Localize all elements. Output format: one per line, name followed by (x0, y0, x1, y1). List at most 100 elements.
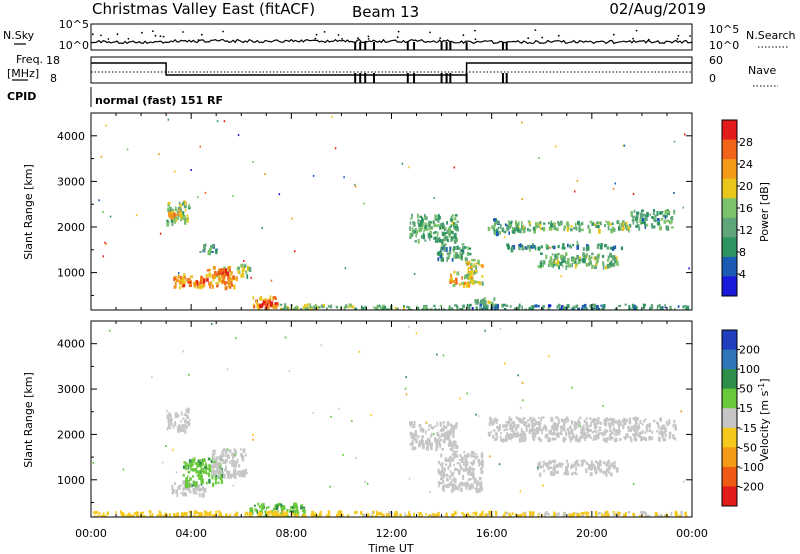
velocity-cell (184, 464, 187, 469)
power-cell (451, 214, 454, 217)
power-scatter-cell (291, 217, 293, 220)
power-cell (187, 278, 190, 282)
power-scatter-cell (104, 241, 106, 244)
velocity-colorbar-tick-label: 200 (739, 344, 760, 357)
velocity-scatter-cell (226, 368, 229, 371)
power-cell (547, 307, 551, 310)
velocity-cell (115, 511, 117, 514)
velocity-cell (662, 437, 664, 441)
nsky-dot (396, 36, 399, 39)
velocity-cell (260, 512, 263, 516)
velocity-cell (454, 454, 458, 457)
power-cell (556, 305, 559, 309)
power-cell (182, 211, 185, 217)
power-cell (475, 306, 478, 310)
velocity-cell (553, 426, 556, 432)
power-cell (470, 262, 473, 268)
power-cell (169, 206, 172, 212)
power-cell (653, 225, 656, 229)
power-cell (591, 264, 594, 269)
velocity-cell (642, 511, 646, 515)
velocity-cell (430, 514, 433, 517)
velocity-cell (660, 426, 664, 431)
velocity-cell (552, 437, 556, 441)
power-cell (322, 304, 325, 309)
velocity-cell (553, 422, 557, 427)
velocity-cell (174, 420, 176, 424)
power-cell (591, 222, 595, 226)
velocity-cell (532, 513, 534, 517)
power-cell (417, 223, 421, 227)
power-cell (420, 234, 424, 239)
velocity-cell (441, 462, 444, 466)
velocity-cell (610, 462, 614, 466)
velocity-cell (136, 511, 139, 516)
velocity-cell (195, 510, 198, 515)
velocity-cell (542, 416, 545, 419)
velocity-cell (588, 424, 591, 427)
power-scatter-cell (264, 173, 266, 176)
velocity-cell (577, 512, 580, 517)
velocity-cell (418, 424, 422, 428)
power-cell (598, 307, 601, 310)
velocity-cell (546, 463, 549, 468)
power-cell (335, 305, 339, 309)
power-cell (628, 223, 632, 228)
power-cell (215, 282, 219, 284)
power-scatter-cell (452, 247, 454, 250)
velocity-cell (505, 428, 509, 431)
velocity-cell (638, 423, 640, 428)
velocity-cell (585, 417, 588, 420)
velocity-scatter-cell (522, 399, 524, 402)
power-cell (639, 218, 642, 223)
power-cell (604, 224, 606, 228)
velocity-cell (450, 457, 454, 462)
velocity-cell (640, 511, 643, 514)
power-cell (567, 243, 569, 248)
velocity-cell (176, 492, 179, 498)
power-cell (507, 245, 510, 250)
power-cell (454, 223, 457, 226)
velocity-cell (188, 464, 191, 468)
time-tick-label: 00:00 (676, 527, 708, 540)
velocity-cell (187, 475, 189, 478)
velocity-cell (670, 511, 673, 516)
velocity-cell (197, 470, 200, 475)
velocity-cell (417, 435, 420, 439)
power-cell (304, 306, 307, 310)
velocity-cell (149, 514, 152, 517)
power-cell (529, 247, 531, 252)
power-cell (224, 271, 227, 277)
power-cell (424, 224, 427, 229)
power-cell (445, 226, 447, 230)
power-cell (563, 306, 567, 310)
power-cell (611, 226, 614, 231)
power-cell (606, 263, 610, 269)
velocity-cell (516, 433, 520, 438)
power-cell (428, 228, 431, 231)
power-cell (267, 306, 270, 310)
velocity-cell (442, 439, 446, 444)
power-cell (259, 297, 263, 301)
power-cell (557, 253, 560, 256)
velocity-cell (542, 460, 545, 463)
power-cell (466, 273, 468, 279)
power-cell (520, 244, 524, 248)
power-cell (573, 226, 576, 230)
power-cell (466, 252, 469, 256)
power-cell (453, 254, 456, 259)
velocity-cell (626, 433, 629, 437)
velocity-cell (582, 459, 586, 463)
velocity-cell (198, 492, 201, 498)
velocity-cell (508, 416, 511, 420)
velocity-cell (173, 512, 175, 517)
power-cell (175, 278, 179, 282)
velocity-cell (453, 425, 456, 430)
power-cell (434, 307, 437, 310)
freq-tick-low: 8 (50, 72, 57, 85)
velocity-cell (208, 467, 211, 473)
velocity-cell (347, 514, 350, 517)
velocity-cell (431, 512, 434, 517)
power-cell (578, 256, 581, 259)
velocity-cell (555, 513, 558, 517)
